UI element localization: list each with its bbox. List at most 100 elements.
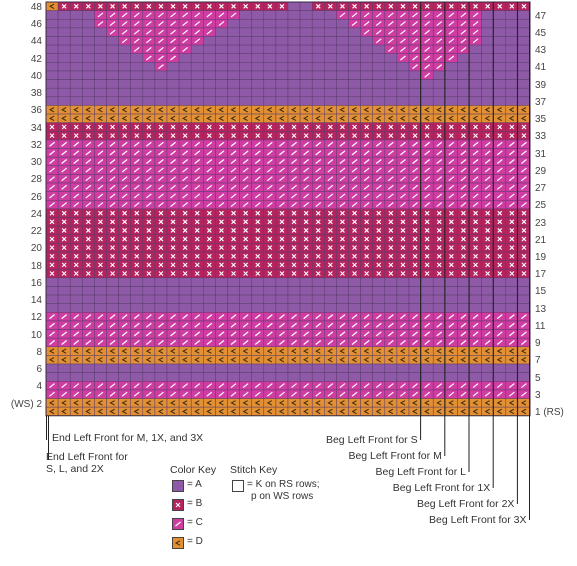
stitch-slash-symbol xyxy=(339,176,346,182)
color-key-label: = C xyxy=(187,517,203,528)
stitch-x-symbol xyxy=(315,253,321,259)
stitch-x-symbol xyxy=(182,219,188,225)
chart-cell xyxy=(94,406,107,417)
chart-cell xyxy=(372,96,386,106)
stitch-chevron-symbol xyxy=(484,115,490,122)
chart-cell xyxy=(239,62,252,72)
stitch-chevron-symbol xyxy=(145,357,152,363)
chart-cell xyxy=(432,303,446,313)
stitch-slash-symbol xyxy=(121,12,128,18)
chart-cell xyxy=(57,62,71,72)
stitch-slash-symbol xyxy=(73,391,80,397)
chart-cell xyxy=(227,294,240,304)
chart-cell xyxy=(287,113,301,123)
chart-cell xyxy=(275,113,289,123)
chart-cell xyxy=(94,294,107,304)
stitch-slash-symbol xyxy=(448,202,455,208)
stitch-slash-symbol xyxy=(218,12,225,18)
chart-cell xyxy=(263,53,277,63)
chart-cell xyxy=(178,346,192,356)
stitch-slash-symbol xyxy=(496,314,503,320)
stitch-chevron-symbol xyxy=(460,107,466,113)
stitch-slash-symbol xyxy=(61,340,68,345)
chart-cell xyxy=(287,70,301,80)
chart-cell xyxy=(94,79,107,89)
stitch-slash-symbol xyxy=(315,184,322,190)
chart-cell xyxy=(251,113,265,123)
stitch-x-symbol xyxy=(461,124,466,130)
stitch-x-symbol xyxy=(352,271,357,276)
chart-cell xyxy=(457,372,470,382)
chart-cell xyxy=(130,286,144,296)
color-key-symbol xyxy=(175,521,181,527)
stitch-slash-symbol xyxy=(460,159,467,164)
stitch-chevron-symbol xyxy=(170,408,176,415)
chart-cell xyxy=(420,303,434,313)
stitch-x-symbol xyxy=(473,219,478,225)
stitch-chevron-symbol xyxy=(61,357,67,363)
row-number-right: 17 xyxy=(535,269,547,281)
stitch-slash-symbol xyxy=(472,202,479,208)
stitch-chevron-symbol xyxy=(145,115,152,122)
stitch-chevron-symbol xyxy=(520,357,527,363)
row-number-left: 38 xyxy=(30,88,42,100)
chart-cell xyxy=(239,10,252,20)
stitch-slash-symbol xyxy=(242,141,249,147)
stitch-slash-symbol xyxy=(303,383,310,389)
stitch-x-symbol xyxy=(400,253,406,259)
chart-cell xyxy=(360,294,373,304)
chart-cell xyxy=(239,398,252,408)
stitch-x-symbol xyxy=(340,133,345,138)
color-key-symbol xyxy=(174,540,181,546)
stitch-slash-symbol xyxy=(206,141,213,147)
chart-cell xyxy=(384,346,398,356)
stitch-chevron-symbol xyxy=(327,115,333,122)
stitch-slash-symbol xyxy=(496,383,503,389)
stitch-x-symbol xyxy=(279,219,285,225)
stitch-x-symbol xyxy=(509,253,515,259)
stitch-chevron-symbol xyxy=(266,357,273,363)
stitch-chevron-symbol xyxy=(315,348,321,354)
chart-cell xyxy=(45,346,59,356)
stitch-slash-symbol xyxy=(387,383,394,389)
stitch-slash-symbol xyxy=(266,141,273,147)
stitch-slash-symbol xyxy=(436,159,443,164)
stitch-chevron-symbol xyxy=(157,357,164,363)
chart-cell xyxy=(324,87,337,98)
chart-cell xyxy=(420,79,434,89)
stitch-slash-symbol xyxy=(460,331,467,337)
stitch-slash-symbol xyxy=(291,141,297,147)
stitch-chevron-symbol xyxy=(375,400,381,406)
stitch-x-symbol xyxy=(279,210,285,216)
stitch-slash-symbol xyxy=(351,150,358,156)
stitch-chevron-symbol xyxy=(73,348,79,354)
stitch-chevron-symbol xyxy=(194,348,200,354)
stitch-x-symbol xyxy=(255,262,261,268)
stitch-slash-symbol xyxy=(424,383,431,389)
chart-cell xyxy=(178,105,192,115)
row-number-right: 23 xyxy=(535,217,547,229)
stitch-slash-symbol xyxy=(145,141,152,147)
stitch-slash-symbol xyxy=(206,340,213,345)
stitch-slash-symbol xyxy=(291,176,297,182)
chart-cell xyxy=(445,96,458,106)
chart-cell xyxy=(336,294,349,304)
stitch-slash-symbol xyxy=(218,150,225,156)
stitch-slash-symbol xyxy=(303,184,310,190)
chart-cell xyxy=(481,18,494,29)
chart-cell xyxy=(324,406,337,417)
stitch-slash-symbol xyxy=(242,184,249,190)
stitch-slash-symbol xyxy=(472,12,479,18)
stitch-chevron-symbol xyxy=(242,357,248,363)
stitch-slash-symbol xyxy=(363,314,370,320)
chart-cell xyxy=(106,303,119,313)
stitch-slash-symbol xyxy=(448,21,455,27)
stitch-chevron-symbol xyxy=(109,400,115,406)
stitch-chevron-symbol xyxy=(472,408,478,415)
chart-cell xyxy=(336,44,349,54)
chart-cell xyxy=(203,398,216,408)
chart-cell xyxy=(287,27,301,37)
stitch-slash-symbol xyxy=(315,176,322,182)
chart-cell xyxy=(275,53,289,63)
stitch-slash-symbol xyxy=(327,167,334,173)
